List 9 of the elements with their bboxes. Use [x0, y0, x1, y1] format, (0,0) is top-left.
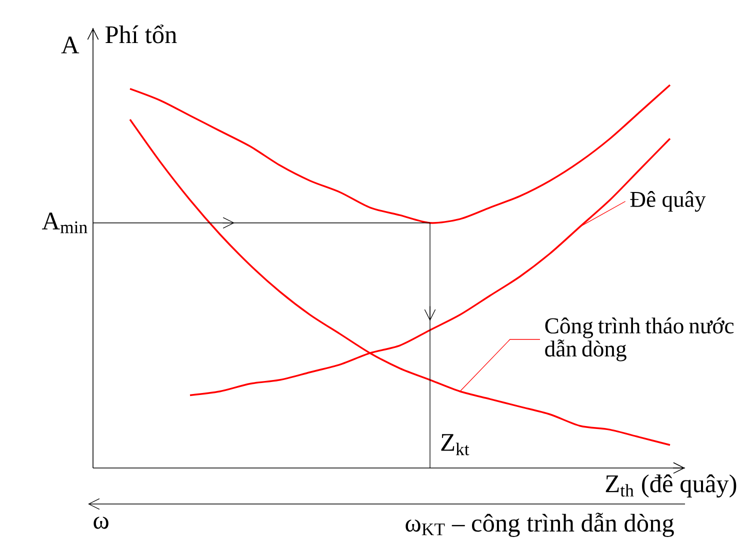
text: Phí tổn — [105, 24, 177, 44]
text: Công trình tháo nước dẫn dòng — [545, 318, 734, 362]
ref-line-label: A$_{min}$ — [42, 212, 88, 234]
text: ω — [94, 516, 108, 529]
x-axis-title: Z$_{th}$ (đê quây) — [606, 474, 736, 498]
y-axis-title: A — [61, 36, 80, 54]
annotation: Z$_{kt}$ — [441, 434, 470, 456]
text: ω$_{KT}$ – công trình dẫn dòng — [406, 512, 674, 537]
legend-label: Đê quây — [630, 191, 706, 212]
